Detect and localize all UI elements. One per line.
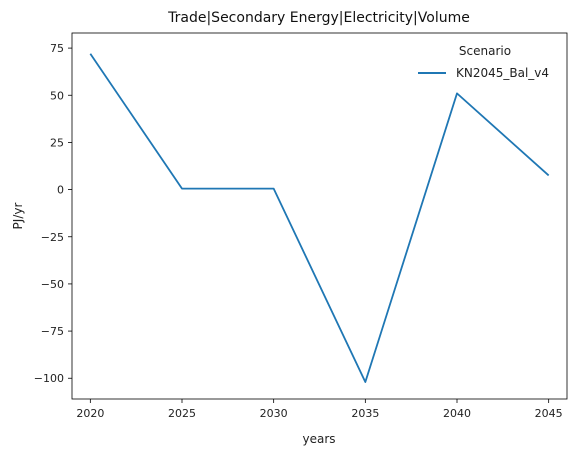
y-tick-label: −50 (41, 278, 64, 291)
y-tick-label: −25 (41, 231, 64, 244)
y-tick-label: 50 (50, 89, 64, 102)
y-tick-label: 25 (50, 136, 64, 149)
x-axis: 2020 2025 2030 2035 2040 2045 (76, 399, 563, 420)
legend-title: Scenario (459, 44, 511, 58)
legend-entry: KN2045_Bal_v4 (456, 66, 549, 80)
x-tick-label: 2025 (168, 407, 196, 420)
x-tick-label: 2040 (443, 407, 471, 420)
y-tick-label: −100 (34, 372, 64, 385)
x-tick-label: 2020 (76, 407, 104, 420)
x-tick-label: 2035 (351, 407, 379, 420)
y-axis: 75 50 25 0 −25 −50 −75 −100 (34, 42, 72, 385)
series-line-0 (89, 53, 550, 383)
y-axis-label: PJ/yr (11, 203, 25, 230)
series-layer (89, 53, 550, 383)
x-tick-label: 2045 (535, 407, 563, 420)
plot-area (71, 32, 568, 400)
x-tick-label: 2030 (260, 407, 288, 420)
y-tick-label: 75 (50, 42, 64, 55)
y-tick-label: 0 (57, 184, 64, 197)
x-axis-label: years (302, 432, 335, 446)
y-tick-label: −75 (41, 325, 64, 338)
chart-title: Trade|Secondary Energy|Electricity|Volum… (167, 10, 470, 26)
legend: Scenario KN2045_Bal_v4 (418, 44, 549, 80)
